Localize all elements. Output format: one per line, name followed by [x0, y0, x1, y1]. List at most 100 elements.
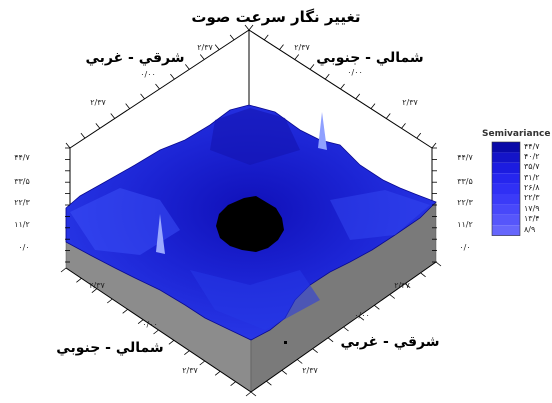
tick-mark [340, 83, 345, 90]
legend-swatch [492, 194, 520, 205]
tick-mark [385, 113, 391, 119]
surface [65, 104, 437, 393]
direction-label-top-right: شمالي - جنوبي [316, 50, 423, 66]
tick-mark [294, 54, 300, 60]
tick-mark [137, 319, 144, 324]
tick-mark [214, 44, 220, 50]
tick-mark [140, 93, 145, 100]
legend-label: ۲۲/۳ [524, 193, 540, 202]
tick-mark [404, 283, 411, 288]
tick-mark [435, 261, 442, 267]
tick-mark [76, 278, 82, 283]
tick-mark [324, 73, 330, 80]
tick-label: ۲/۳۷ [302, 366, 318, 375]
tick-label: ۳۳/۵ [457, 177, 473, 186]
legend-label: ۳۱/۲ [524, 173, 540, 182]
tick-mark [199, 360, 205, 366]
chart-title: تغيير نگار سرعت صوت [191, 8, 360, 26]
tick-mark [80, 132, 86, 139]
tick-mark [65, 142, 71, 149]
legend-frame [491, 141, 521, 236]
legend-label: ۱۳/۴ [524, 214, 540, 223]
tick-label: ۰/۰۰ [142, 320, 158, 329]
surface-dot [284, 341, 287, 344]
tick-mark [343, 326, 349, 332]
tick-mark [327, 337, 334, 343]
legend-swatch [492, 142, 520, 153]
legend-label: ۸/۹ [524, 225, 535, 234]
tick-mark [248, 24, 254, 31]
tick-mark [185, 64, 190, 70]
tick-mark [297, 359, 303, 364]
tick-label: ۲/۳۷ [402, 98, 418, 107]
tick-label: ۲/۳۷ [90, 98, 106, 107]
tick-mark [401, 123, 406, 129]
tick-mark [266, 380, 272, 386]
tick-label: ۲/۳۷ [89, 281, 105, 290]
legend-swatch [492, 162, 520, 174]
legend-label: ۴۴/۷ [524, 142, 540, 151]
tick-mark [122, 309, 128, 314]
tick-mark [420, 272, 426, 278]
tick-mark [309, 64, 315, 70]
tick-label: ۱۱/۲ [457, 220, 473, 229]
tick-mark [431, 142, 437, 149]
tick-label: ۲/۳۷ [182, 366, 198, 375]
legend-swatch [492, 204, 520, 215]
legend-swatch [492, 214, 520, 226]
tick-mark [168, 340, 175, 345]
tick-mark [370, 103, 376, 109]
tick-label: ۴۴/۷ [457, 153, 473, 162]
surface-spike-left [156, 214, 165, 254]
tick-mark [60, 267, 67, 273]
legend-label: ۲۶/۸ [524, 183, 540, 192]
edge-ticks [60, 24, 442, 397]
legend-swatches [491, 141, 521, 236]
tick-label: ۲۲/۳ [457, 198, 473, 207]
surface-ridge-front [190, 270, 320, 330]
tick-label: ۳۳/۵ [14, 177, 30, 186]
surface-center-hole [216, 196, 284, 252]
legend-swatch [492, 152, 520, 163]
tick-label: ۰/۰۰ [354, 311, 370, 320]
legend-label: ۱۷/۹ [524, 204, 540, 213]
tick-mark [214, 371, 221, 376]
surface-ridge-right [330, 190, 430, 240]
tick-mark [279, 44, 284, 50]
tick-label: ۰/۰۰ [347, 68, 363, 77]
direction-label-bottom-left: شمالي - جنوبي [56, 340, 163, 356]
tick-mark [153, 329, 159, 335]
tick-label: ۲/۳۷ [394, 281, 410, 290]
legend-swatch [492, 173, 520, 184]
tick-label: ۲/۳۷ [197, 43, 213, 52]
legend: Semivariance ۴۴/۷ ۴۰/۲ ۳۵/۷ ۳۱/۲ ۲۶/۸ ۲۲… [482, 129, 550, 236]
direction-label-bottom-right: شرقي - غربي [340, 334, 439, 350]
legend-swatch [492, 225, 520, 236]
tick-mark [244, 24, 250, 31]
tick-mark [184, 350, 190, 355]
legend-title: Semivariance [482, 129, 550, 139]
legend-swatch [492, 183, 520, 194]
legend-label: ۴۰/۲ [524, 152, 540, 161]
tick-mark [95, 123, 101, 129]
tick-mark [312, 348, 318, 353]
tick-mark [125, 103, 130, 109]
tick-mark [389, 294, 395, 299]
tick-label: ۰/۰ [459, 243, 470, 252]
direction-label-top-left: شرقي - غربي [85, 50, 184, 66]
tick-label: ۱۱/۲ [14, 220, 30, 229]
tick-mark [416, 132, 422, 139]
surface-spike-back [318, 112, 327, 150]
surface-ridge-back [210, 108, 300, 165]
tick-mark [229, 34, 235, 41]
tick-mark [107, 298, 113, 304]
tick-mark [250, 391, 257, 397]
tick-mark [245, 391, 252, 397]
tick-label: ۴۴/۷ [14, 153, 30, 162]
tick-mark [170, 73, 175, 80]
tick-label: ۰/۰ [18, 243, 29, 252]
tick-label: ۲۲/۳ [14, 198, 30, 207]
tick-mark [281, 370, 288, 375]
tick-mark [155, 83, 160, 90]
tick-mark [358, 315, 365, 321]
